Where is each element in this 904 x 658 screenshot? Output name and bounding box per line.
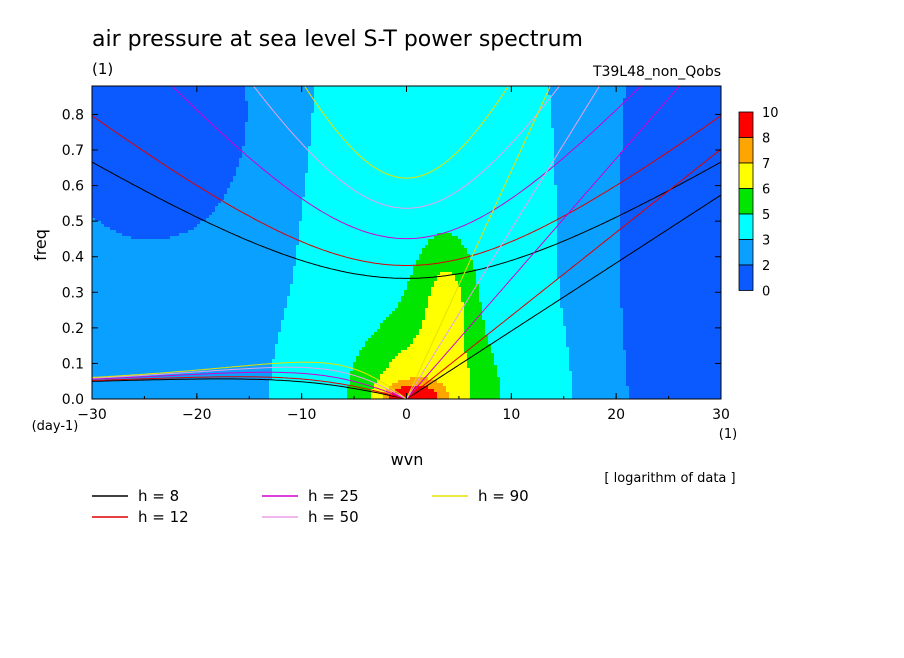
y-tick-label: 0.2 <box>62 321 84 337</box>
colorbar-swatch <box>739 112 753 138</box>
data-note: [ logarithm of data ] <box>604 471 735 486</box>
experiment-label: T39L48_non_Qobs <box>592 64 721 80</box>
x-tick-label: −30 <box>77 407 107 423</box>
colorbar: 10 8 7 6 5 3 2 0 <box>739 106 779 300</box>
colorbar-label: 5 <box>762 208 770 223</box>
legend-label: h = 90 <box>478 487 529 505</box>
colorbar-swatch <box>739 214 753 240</box>
y-tick-label: 0.6 <box>62 179 84 195</box>
colorbar-label: 7 <box>762 157 770 172</box>
colorbar-swatch <box>739 240 753 266</box>
legend-label: h = 50 <box>308 508 359 526</box>
x-tick-label: −10 <box>287 407 317 423</box>
legend-label: h = 25 <box>308 487 359 505</box>
colorbar-swatch <box>739 189 753 215</box>
title-unit: (1) <box>92 60 113 78</box>
y-axis-unit: (day-1) <box>32 419 79 434</box>
contour-field <box>92 86 723 402</box>
x-axis-label: wvn <box>391 450 424 469</box>
x-axis-unit: (1) <box>719 427 737 442</box>
y-tick-label: 0.0 <box>62 392 84 408</box>
y-tick-label: 0.7 <box>62 143 84 159</box>
legend: h = 8 h = 12 h = 25 h = 50 h = 90 <box>92 487 529 526</box>
colorbar-label: 3 <box>762 234 770 249</box>
y-tick-label: 0.3 <box>62 285 84 301</box>
colorbar-swatch <box>739 138 753 164</box>
chart-title: air pressure at sea level S-T power spec… <box>92 27 583 52</box>
legend-label: h = 12 <box>138 508 189 526</box>
colorbar-label: 10 <box>762 106 779 121</box>
x-tick-label: 10 <box>502 407 520 423</box>
colorbar-label: 8 <box>762 132 770 147</box>
y-axis-label: freq <box>31 229 50 261</box>
colorbar-label: 2 <box>762 259 770 274</box>
colorbar-swatch <box>739 265 753 291</box>
x-tick-label: 20 <box>607 407 625 423</box>
y-tick-label: 0.4 <box>62 250 84 266</box>
y-tick-label: 0.8 <box>62 107 84 123</box>
x-tick-label: −20 <box>182 407 212 423</box>
legend-label: h = 8 <box>138 487 179 505</box>
x-tick-label: 30 <box>712 407 730 423</box>
colorbar-label: 6 <box>762 183 770 198</box>
y-tick-label: 0.1 <box>62 356 84 372</box>
colorbar-swatch <box>739 163 753 189</box>
y-tick-label: 0.5 <box>62 214 84 230</box>
colorbar-label: 0 <box>762 285 770 300</box>
x-tick-label: 0 <box>402 407 411 423</box>
